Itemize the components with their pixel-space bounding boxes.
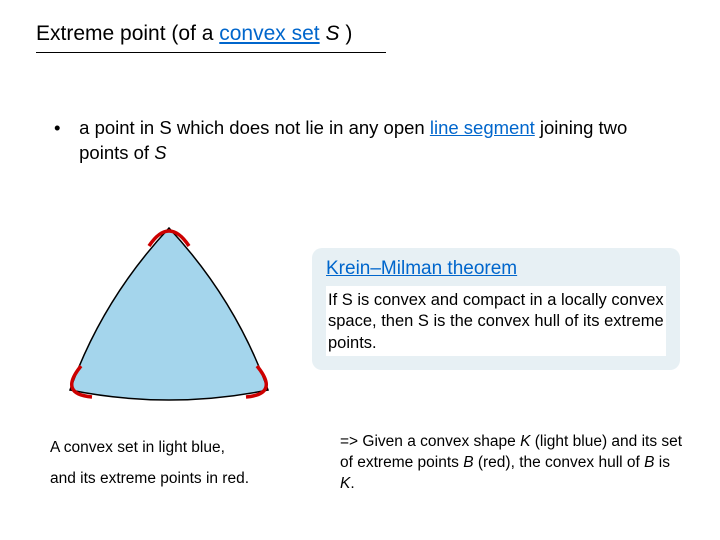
- corollary-text: => Given a convex shape K (light blue) a…: [340, 432, 688, 495]
- cor-lead: => Given a convex shape: [340, 433, 520, 450]
- convex-set-figure: [54, 210, 284, 410]
- title-var-S: S: [325, 22, 339, 45]
- cor-K: K: [520, 433, 530, 450]
- bullet-marker: •: [54, 116, 74, 141]
- caption-line1: A convex set in light blue,: [50, 432, 310, 463]
- title-underline: [36, 52, 386, 53]
- slide-title: Extreme point (of a convex set S ): [36, 22, 352, 46]
- bullet-t1: a point in S which does not lie in any o…: [79, 117, 430, 138]
- title-after: ): [340, 22, 353, 45]
- bullet-text: a point in S which does not lie in any o…: [79, 116, 679, 166]
- title-prefix: Extreme point (of a: [36, 22, 219, 45]
- cor-B2: B: [644, 454, 654, 471]
- title-link-convex-set[interactable]: convex set: [219, 22, 319, 45]
- bullet-link-line-segment[interactable]: line segment: [430, 117, 535, 138]
- cor-B: B: [463, 454, 473, 471]
- cor-t5: .: [350, 475, 354, 492]
- convex-set-svg: [54, 210, 284, 410]
- caption-line2: and its extreme points in red.: [50, 463, 310, 494]
- bullet-var-S: S: [154, 142, 166, 163]
- definition-bullet: • a point in S which does not lie in any…: [54, 116, 684, 166]
- cor-K2: K: [340, 475, 350, 492]
- theorem-body: If S is convex and compact in a locally …: [326, 286, 666, 356]
- theorem-title-link[interactable]: Krein–Milman theorem: [326, 258, 666, 280]
- cor-t3: (red), the convex hull of: [474, 454, 645, 471]
- convex-shape: [70, 228, 268, 400]
- figure-caption: A convex set in light blue, and its extr…: [50, 432, 310, 494]
- cor-t4: is: [654, 454, 670, 471]
- krein-milman-box: Krein–Milman theorem If S is convex and …: [312, 248, 680, 370]
